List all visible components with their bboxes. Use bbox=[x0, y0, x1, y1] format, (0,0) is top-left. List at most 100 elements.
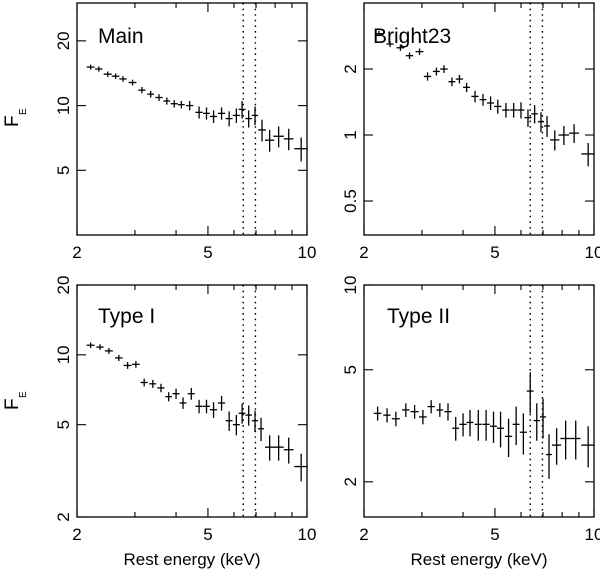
panel-type-ii-data: 2 5 10 2 5 10 bbox=[341, 276, 600, 544]
panel-bright23-data-point bbox=[374, 31, 383, 37]
panel-main-data-point bbox=[251, 106, 259, 126]
panel-main-data-point bbox=[155, 94, 163, 102]
panel-type-ii-data-point bbox=[391, 411, 400, 427]
panel-main-data-point bbox=[209, 110, 218, 123]
panel-bright23-data-point bbox=[423, 72, 432, 81]
panel-type-ii-data-point bbox=[427, 400, 435, 414]
panel-type-ii: 2 5 10 2 5 10 Type II bbox=[341, 276, 600, 544]
panel-type-ii-data-point bbox=[512, 406, 520, 446]
panel-main-data-point bbox=[264, 129, 275, 152]
panel-bright23-x-tick-label: 2 bbox=[359, 243, 368, 262]
panel-main-data-point bbox=[119, 76, 127, 82]
panel-main-data-point bbox=[170, 100, 178, 108]
panel-type-ii-data-point bbox=[436, 403, 444, 417]
panel-bright23-data-point bbox=[510, 102, 518, 118]
panel-bright23-data-point bbox=[415, 48, 424, 55]
panel-type-i-data-point bbox=[273, 435, 284, 461]
y-axis-label-top: F E bbox=[2, 108, 29, 127]
panel-main-title: Main bbox=[98, 25, 144, 48]
panel-type-i-y-tick-label: 5 bbox=[54, 420, 73, 429]
panel-bright23-data-point bbox=[494, 99, 502, 114]
panel-type-i-data-point bbox=[294, 453, 308, 482]
y-axis-label-bottom: F E bbox=[2, 391, 29, 410]
panel-main-x-tick-label: 5 bbox=[203, 243, 212, 262]
panel-main-y-tick-label: 20 bbox=[54, 31, 73, 50]
panel-bright23-x-tick-label: 5 bbox=[490, 243, 499, 262]
panel-type-ii-data-point bbox=[560, 420, 571, 460]
panel-main-data-point bbox=[111, 73, 120, 79]
panel-bright23-x-tick-label: 10 bbox=[585, 243, 600, 262]
panel-type-ii-data-point bbox=[474, 409, 482, 441]
panel-type-i-data-point bbox=[245, 405, 252, 426]
panel-type-ii-data-point bbox=[452, 416, 460, 441]
panel-bright23-data-point bbox=[487, 96, 495, 111]
panel-type-i-data-point bbox=[264, 435, 275, 461]
panel-bright23: 2 5 10 0.5 1 2 Bright23 bbox=[341, 2, 600, 262]
panel-bright23-data-point bbox=[524, 109, 532, 127]
panel-type-i-data-point bbox=[258, 417, 264, 442]
panel-type-ii-data-point bbox=[533, 403, 540, 441]
panel-bright23-data-point bbox=[479, 93, 487, 106]
panel-type-i-frame bbox=[76, 284, 308, 518]
panel-type-ii-data-point bbox=[519, 413, 527, 455]
panel-main-data: 2 5 10 5 10 20 bbox=[54, 3, 316, 262]
panel-type-i-title: Type I bbox=[98, 305, 155, 328]
panel-main-data-point bbox=[163, 97, 171, 105]
panel-bright23-data-point bbox=[537, 112, 545, 133]
panel-type-i-x-tick-label: 5 bbox=[203, 525, 212, 544]
panel-main-y-tick-label: 5 bbox=[54, 166, 73, 175]
panel-type-i-y-tick-label: 20 bbox=[54, 276, 73, 295]
panel-main-data-point bbox=[103, 71, 112, 77]
panel-bright23-data-point bbox=[558, 125, 570, 146]
panel-main-data-point bbox=[283, 128, 294, 151]
panel-bright23-data-point bbox=[405, 52, 414, 60]
panel-main-data-point bbox=[86, 64, 95, 70]
panel-type-i-data-point bbox=[86, 342, 95, 349]
panel-type-ii-data-point bbox=[459, 413, 467, 437]
panel-type-ii-x-tick-label: 2 bbox=[359, 525, 368, 544]
panel-main-frame bbox=[76, 2, 308, 236]
panel-main-data-point bbox=[273, 126, 284, 148]
panel-type-i-data-point bbox=[115, 354, 123, 362]
panel-type-ii-data-point bbox=[551, 428, 562, 465]
panel-type-ii-data-point bbox=[504, 418, 513, 458]
panel-type-ii-data-point bbox=[383, 408, 391, 423]
panel-main-data-point bbox=[186, 101, 194, 111]
panel-bright23-data-point bbox=[544, 116, 551, 137]
panel-type-i-data-point bbox=[283, 437, 294, 464]
panel-bright23-y-tick-label: 2 bbox=[341, 64, 360, 73]
y-axis-label-bottom-main: F bbox=[2, 398, 23, 410]
panel-type-i-data-point bbox=[140, 378, 148, 387]
panel-bright23-data-point bbox=[432, 67, 440, 76]
panel-type-ii-data-point bbox=[373, 406, 382, 421]
panel-main-data-point bbox=[217, 107, 226, 120]
panel-type-ii-data-point bbox=[526, 372, 534, 414]
panel-type-i-data-point bbox=[225, 411, 233, 431]
panel-type-ii-y-tick-label: 5 bbox=[341, 365, 360, 374]
panel-main-x-tick-label: 10 bbox=[298, 243, 317, 262]
panel-type-ii-data-point bbox=[482, 409, 490, 441]
panel-bright23-data-point bbox=[581, 142, 595, 167]
panel-bright23-data-point bbox=[471, 90, 479, 103]
panel-type-i-data-point bbox=[209, 402, 218, 418]
panel-main-data-point bbox=[195, 106, 203, 119]
panel-type-ii-data-point bbox=[444, 403, 452, 421]
panel-bright23-data-point bbox=[455, 74, 464, 84]
panel-type-i-data-point bbox=[195, 399, 203, 414]
panel-type-ii-data-point bbox=[402, 403, 410, 417]
panel-type-i-data-point bbox=[179, 397, 187, 409]
panel-type-ii-data-point bbox=[419, 409, 427, 425]
panel-bright23-data-point bbox=[448, 77, 456, 87]
y-axis-label-bottom-sub: E bbox=[18, 391, 29, 398]
panel-bright23-data-point bbox=[517, 102, 525, 119]
x-axis-label-left: Rest energy (keV) bbox=[124, 550, 261, 569]
panel-main-data-point bbox=[245, 110, 252, 128]
panel-type-i-y-tick-label: 10 bbox=[54, 345, 73, 364]
panel-type-ii-data-point bbox=[539, 398, 547, 439]
panel-bright23-data-point bbox=[463, 82, 471, 93]
panel-bright23-data-point bbox=[550, 130, 560, 151]
panel-bright23-data: 2 5 10 0.5 1 2 bbox=[341, 3, 600, 262]
panel-bright23-y-tick-label: 1 bbox=[341, 130, 360, 139]
panel-type-i: 2 5 10 2 5 10 20 Type I bbox=[54, 276, 316, 544]
panel-type-ii-data-point bbox=[490, 411, 497, 443]
